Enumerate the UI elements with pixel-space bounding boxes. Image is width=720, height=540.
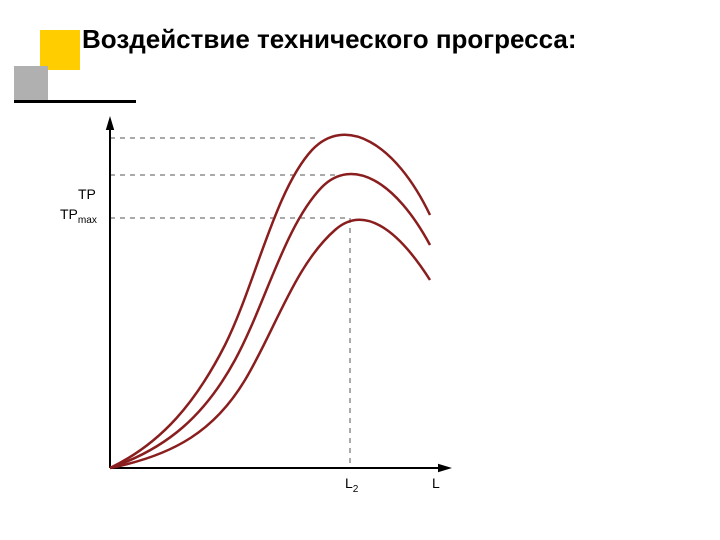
label-TPmax: TPmax xyxy=(60,206,97,226)
slide-container: Воздействие технического прогресса: TP T… xyxy=(0,0,720,540)
label-L2-sub: 2 xyxy=(353,484,359,495)
label-TP-text: TP xyxy=(78,186,96,202)
label-TPmax-sub: max xyxy=(78,215,97,226)
label-L2-text: L xyxy=(345,475,353,491)
label-L2: L2 xyxy=(345,475,358,495)
axes xyxy=(106,116,452,472)
grid-dashed-lines xyxy=(110,138,350,468)
curves xyxy=(110,135,430,468)
label-L-text: L xyxy=(432,475,440,491)
label-TP: TP xyxy=(78,186,96,202)
label-TPmax-text: TP xyxy=(60,206,78,222)
curve-TP_low xyxy=(110,220,430,468)
label-L: L xyxy=(432,475,440,491)
chart-svg xyxy=(0,0,720,540)
